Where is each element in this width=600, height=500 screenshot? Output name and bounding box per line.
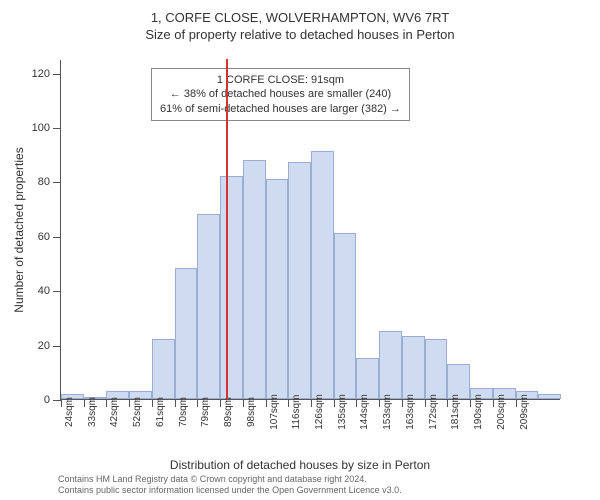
y-tick	[53, 74, 61, 75]
x-tick-label: 144sqm	[359, 394, 370, 430]
x-tick	[243, 399, 244, 407]
x-tick	[425, 399, 426, 407]
y-tick-label: 40	[20, 285, 50, 297]
x-tick	[356, 399, 357, 407]
histogram-bar	[538, 394, 561, 399]
x-tick-label: 116sqm	[291, 395, 302, 430]
x-tick	[220, 399, 221, 407]
chart-title-main: 1, CORFE CLOSE, WOLVERHAMPTON, WV6 7RT	[0, 0, 600, 25]
x-tick-label: 98sqm	[246, 397, 257, 427]
x-tick-label: 33sqm	[87, 397, 98, 427]
annotation-line2: ← 38% of detached houses are smaller (24…	[160, 87, 401, 101]
x-tick-label: 70sqm	[178, 397, 189, 427]
x-tick-label: 181sqm	[450, 394, 461, 430]
x-tick	[84, 399, 85, 407]
x-tick-label: 107sqm	[269, 394, 280, 430]
x-tick-label: 61sqm	[155, 397, 166, 427]
x-tick-label: 79sqm	[200, 397, 211, 427]
x-tick-label: 89sqm	[223, 397, 234, 427]
histogram-bar	[220, 176, 243, 399]
footer-line1: Contains HM Land Registry data © Crown c…	[58, 474, 402, 485]
histogram-bar	[266, 179, 289, 399]
annotation-line3: 61% of semi-detached houses are larger (…	[160, 102, 401, 116]
y-tick-label: 120	[20, 68, 50, 80]
x-tick	[311, 399, 312, 407]
histogram-bar	[402, 336, 425, 399]
y-tick	[53, 346, 61, 347]
x-tick	[516, 399, 517, 407]
x-tick-label: 200sqm	[496, 394, 507, 430]
histogram-bar	[379, 331, 402, 399]
x-tick-label: 153sqm	[382, 394, 393, 430]
x-tick-label: 209sqm	[519, 394, 530, 430]
x-tick-label: 163sqm	[405, 394, 416, 430]
chart-container: 1, CORFE CLOSE, WOLVERHAMPTON, WV6 7RT S…	[0, 0, 600, 500]
x-tick-label: 24sqm	[64, 397, 75, 427]
x-tick	[288, 399, 289, 407]
x-tick-label: 126sqm	[314, 394, 325, 430]
histogram-bar	[288, 162, 311, 399]
x-tick-label: 190sqm	[473, 394, 484, 430]
x-tick	[175, 399, 176, 407]
footer: Contains HM Land Registry data © Crown c…	[58, 474, 402, 496]
plot-area: 1 CORFE CLOSE: 91sqm ← 38% of detached h…	[60, 60, 560, 400]
histogram-bar	[243, 160, 266, 399]
x-tick	[129, 399, 130, 407]
y-tick-label: 60	[20, 231, 50, 243]
y-tick-label: 100	[20, 122, 50, 134]
x-tick-label: 52sqm	[132, 397, 143, 427]
x-tick	[402, 399, 403, 407]
x-tick	[379, 399, 380, 407]
y-tick	[53, 182, 61, 183]
y-tick	[53, 237, 61, 238]
y-tick	[53, 291, 61, 292]
histogram-bar	[334, 233, 357, 399]
histogram-bar	[197, 214, 220, 399]
y-tick	[53, 400, 61, 401]
histogram-bar	[311, 151, 334, 399]
reference-line	[226, 59, 228, 399]
x-tick	[470, 399, 471, 407]
chart-title-sub: Size of property relative to detached ho…	[0, 25, 600, 42]
y-tick-label: 80	[20, 176, 50, 188]
x-tick	[61, 399, 62, 407]
y-tick-label: 20	[20, 340, 50, 352]
x-tick	[493, 399, 494, 407]
x-tick	[266, 399, 267, 407]
x-tick	[152, 399, 153, 407]
x-axis-title: Distribution of detached houses by size …	[0, 458, 600, 472]
y-tick-label: 0	[20, 394, 50, 406]
x-tick	[197, 399, 198, 407]
histogram-bar	[425, 339, 448, 399]
footer-line2: Contains public sector information licen…	[58, 485, 402, 496]
x-tick	[106, 399, 107, 407]
x-tick	[334, 399, 335, 407]
annotation-line1: 1 CORFE CLOSE: 91sqm	[160, 73, 401, 87]
y-tick	[53, 128, 61, 129]
x-tick-label: 42sqm	[109, 397, 120, 427]
x-tick-label: 172sqm	[428, 394, 439, 430]
histogram-bar	[356, 358, 379, 399]
x-tick-label: 135sqm	[337, 394, 348, 430]
histogram-bar	[152, 339, 175, 399]
x-tick	[447, 399, 448, 407]
annotation-box: 1 CORFE CLOSE: 91sqm ← 38% of detached h…	[151, 68, 410, 121]
histogram-bar	[175, 268, 198, 399]
